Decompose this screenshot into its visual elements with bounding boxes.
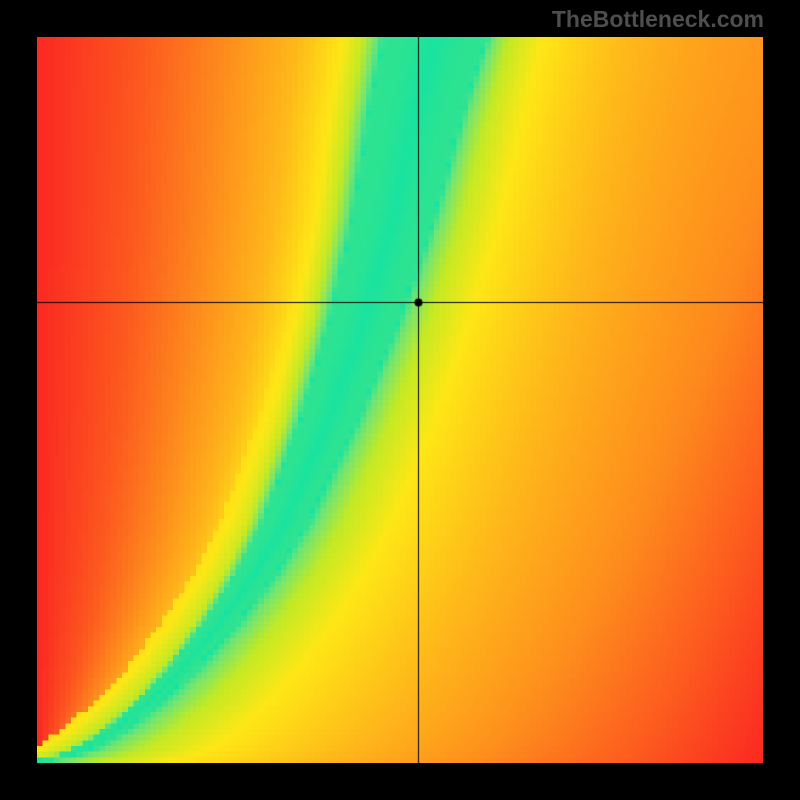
watermark-text: TheBottleneck.com [552, 6, 764, 33]
crosshair-overlay [37, 37, 763, 763]
heatmap-plot [37, 37, 763, 763]
